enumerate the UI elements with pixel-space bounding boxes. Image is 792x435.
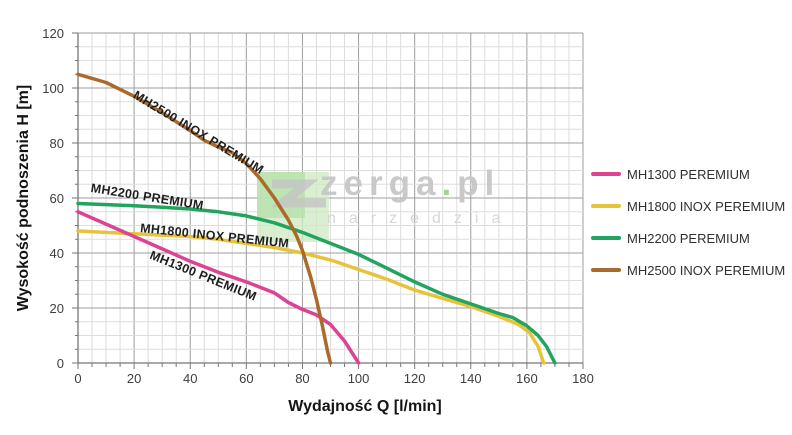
chart-legend: MH1300 PEREMIUM MH1800 INOX PEREMIUM MH220… bbox=[591, 158, 785, 286]
legend-item-mh2500: MH2500 INOX PEREMIUM bbox=[591, 254, 785, 286]
watermark-subtitle: narzędzia bbox=[327, 210, 514, 227]
y-tick-label: 60 bbox=[49, 191, 64, 206]
y-tick-label: 120 bbox=[42, 26, 64, 41]
y-tick-label: 20 bbox=[49, 301, 64, 316]
x-tick-label: 80 bbox=[295, 371, 310, 386]
x-tick-label: 0 bbox=[74, 371, 82, 386]
legend-swatch bbox=[591, 172, 621, 176]
legend-item-mh1800: MH1800 INOX PEREMIUM bbox=[591, 190, 785, 222]
watermark-brand-text: zerga bbox=[320, 164, 442, 203]
legend-label: MH1800 INOX PEREMIUM bbox=[627, 198, 786, 214]
legend-label: MH2200 PEREMIUM bbox=[627, 230, 750, 246]
y-tick-label: 40 bbox=[49, 246, 64, 261]
curve-mh2200 bbox=[76, 201, 557, 365]
legend-swatch bbox=[591, 236, 621, 240]
legend-item-mh2200: MH2200 PEREMIUM bbox=[591, 222, 785, 254]
x-tick-label: 160 bbox=[516, 371, 538, 386]
x-tick-label: 60 bbox=[239, 371, 254, 386]
curve-mh2500 bbox=[76, 72, 333, 365]
x-tick-label: 120 bbox=[403, 371, 426, 386]
y-tick-label: 80 bbox=[49, 136, 64, 151]
watermark-brand-suffix: pl bbox=[457, 164, 501, 203]
y-tick-label: 100 bbox=[42, 81, 64, 96]
watermark-dot: . bbox=[441, 164, 458, 203]
watermark-brand: zerga.pl bbox=[320, 164, 500, 204]
curve-mh1300 bbox=[76, 210, 361, 365]
legend-swatch bbox=[591, 268, 621, 272]
x-tick-label: 100 bbox=[347, 371, 370, 386]
y-tick-label: 0 bbox=[56, 356, 64, 371]
legend-label: MH2500 INOX PEREMIUM bbox=[627, 262, 786, 278]
x-axis-title: Wydajność Q [l/min] bbox=[288, 398, 442, 415]
x-tick-label: 140 bbox=[459, 371, 482, 386]
x-tick-label: 20 bbox=[126, 371, 142, 386]
curve-mh1800 bbox=[76, 229, 546, 365]
x-tick-label: 40 bbox=[182, 371, 198, 386]
legend-swatch bbox=[591, 204, 621, 208]
legend-label: MH1300 PEREMIUM bbox=[627, 166, 750, 182]
x-tick-label: 180 bbox=[572, 371, 594, 386]
legend-item-mh1300: MH1300 PEREMIUM bbox=[591, 158, 785, 190]
